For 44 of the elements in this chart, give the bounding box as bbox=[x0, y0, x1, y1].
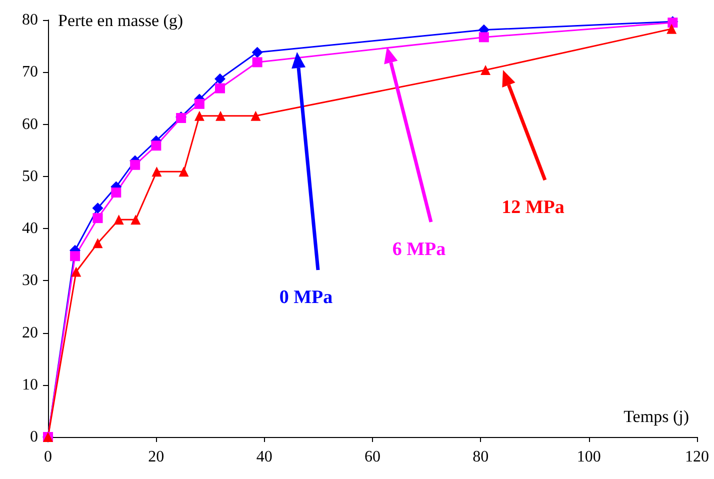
point bbox=[252, 57, 262, 68]
annotation: 6 MPa bbox=[392, 239, 446, 260]
annotation: 12 MPa bbox=[502, 197, 565, 218]
y-axis-title: Perte en masse (g) bbox=[58, 11, 184, 30]
x-tick-label: 20 bbox=[148, 448, 164, 466]
point bbox=[214, 83, 225, 94]
point bbox=[130, 214, 141, 225]
annotation: 0 MPa bbox=[279, 287, 334, 308]
y-tick-label: 10 bbox=[22, 376, 38, 394]
point bbox=[152, 166, 162, 177]
y-tick-label: 20 bbox=[22, 324, 38, 342]
point bbox=[194, 98, 204, 109]
point bbox=[92, 213, 103, 224]
point bbox=[478, 32, 489, 42]
point bbox=[250, 110, 261, 121]
x-tick-label: 60 bbox=[364, 448, 380, 466]
x-tick-label: 120 bbox=[685, 448, 709, 466]
y-tick-label: 60 bbox=[22, 116, 38, 133]
point bbox=[70, 251, 80, 262]
x-tick-label: 0 bbox=[44, 448, 52, 466]
point bbox=[151, 140, 162, 151]
point bbox=[114, 214, 124, 225]
y-tick-label: 30 bbox=[22, 272, 38, 290]
x-tick-label: 100 bbox=[576, 448, 601, 466]
point bbox=[178, 166, 189, 177]
y-tick-label: 50 bbox=[22, 168, 38, 185]
point bbox=[130, 160, 140, 170]
point bbox=[111, 188, 122, 198]
point bbox=[92, 202, 104, 214]
y-tick-label: 80 bbox=[22, 12, 38, 28]
y-tick-label: 0 bbox=[30, 428, 38, 446]
point bbox=[71, 266, 82, 277]
point bbox=[194, 110, 204, 121]
point bbox=[216, 110, 226, 121]
y-tick-label: 70 bbox=[22, 64, 38, 81]
x-tick-label: 40 bbox=[256, 448, 272, 466]
x-tick-label: 80 bbox=[472, 448, 489, 466]
point bbox=[666, 24, 677, 34]
y-tick-label: 40 bbox=[22, 220, 38, 237]
point bbox=[214, 73, 226, 84]
x-axis-title: Temps (j) bbox=[624, 407, 689, 426]
point bbox=[252, 46, 263, 58]
point bbox=[480, 65, 491, 76]
point bbox=[92, 238, 103, 248]
